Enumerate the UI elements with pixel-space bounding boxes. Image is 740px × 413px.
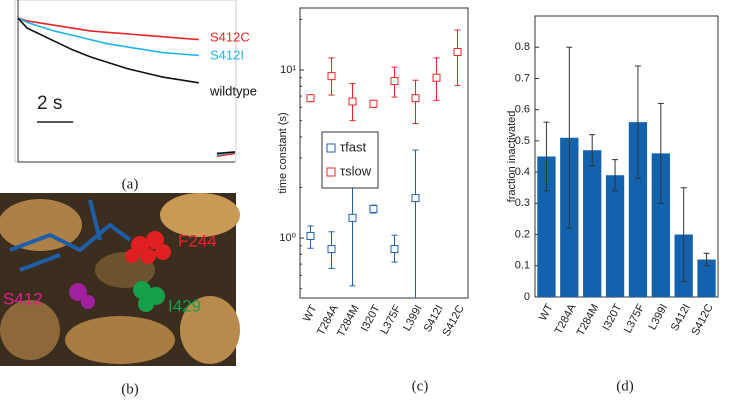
structure-image: F244 S412 I429 [0, 193, 240, 366]
legend-marker [326, 143, 336, 153]
y-tick-label: 0.4 [515, 166, 530, 178]
trace [17, 17, 236, 158]
y-tick-label: 0.2 [515, 228, 530, 240]
legend-marker [326, 167, 336, 177]
plot-frame [299, 7, 469, 299]
legend-label: τslow [340, 163, 372, 178]
helix [160, 193, 240, 237]
plot-frame [14, 0, 237, 163]
x-tick-label: T284M [575, 302, 602, 338]
marker [411, 94, 420, 103]
marker [327, 72, 336, 81]
marker [348, 213, 357, 222]
x-tick-label: I320T [600, 302, 624, 333]
legend-label: S412I [210, 47, 244, 62]
y-tick-label: 10⁰ [279, 232, 296, 244]
y-tick-label: 0.5 [515, 135, 530, 147]
i429-spheres [133, 281, 165, 312]
panel-label: (a) [122, 176, 139, 192]
legend-box [321, 131, 379, 189]
marker [369, 99, 378, 108]
x-tick-label: L399I [647, 302, 671, 332]
residue-label: I429 [168, 296, 201, 315]
f244-spheres [125, 231, 171, 264]
x-tick-label: S412I [669, 302, 693, 333]
marker [306, 231, 315, 240]
y-tick-label: 0.3 [515, 197, 530, 209]
marker [390, 77, 399, 86]
panel-label: (c) [412, 378, 429, 394]
helix [95, 252, 155, 288]
bar [605, 175, 625, 297]
legend-label: wildtype [209, 83, 257, 98]
helix [0, 199, 82, 251]
y-axis-label: fraction inactivated [506, 111, 518, 203]
y-tick-label: 0.7 [515, 72, 530, 84]
x-tick-label: S412C [689, 302, 715, 337]
y-tick-label: 10¹ [280, 64, 296, 76]
bar [697, 259, 716, 297]
helix [65, 316, 175, 364]
marker [432, 73, 441, 82]
y-tick-label: 0 [524, 291, 530, 303]
x-tick-label: L375F [622, 302, 647, 335]
marker [369, 204, 378, 213]
panel-label: (d) [616, 378, 634, 394]
marker [453, 48, 462, 57]
y-tick-label: 0.6 [515, 104, 530, 116]
helix [0, 300, 60, 360]
s412-spheres [69, 283, 95, 309]
marker [306, 94, 315, 103]
marker [348, 97, 357, 106]
marker [390, 245, 399, 254]
bar [628, 122, 648, 298]
side-chains [9, 199, 132, 272]
trace [17, 17, 236, 155]
x-tick-label: WT [537, 302, 556, 323]
bar [651, 153, 670, 297]
y-tick-label: 0.8 [515, 41, 530, 53]
x-tick-label: L375F [378, 303, 403, 336]
legend-label: τfast [340, 139, 366, 154]
scale-bar-label: 2 s [37, 93, 62, 114]
bar [583, 150, 602, 297]
marker [327, 245, 336, 254]
marker [411, 194, 420, 203]
y-tick-label: 0.1 [515, 260, 530, 272]
residue-label: F244 [178, 231, 217, 250]
helix [180, 296, 240, 364]
x-tick-label: WT [301, 303, 320, 324]
bar [537, 156, 556, 297]
legend-label: S412C [210, 29, 250, 44]
plot-frame [534, 15, 719, 298]
panel-label: (b) [121, 381, 139, 397]
y-axis-label: time constant (s) [277, 112, 289, 193]
residue-label: S412 [3, 289, 43, 308]
